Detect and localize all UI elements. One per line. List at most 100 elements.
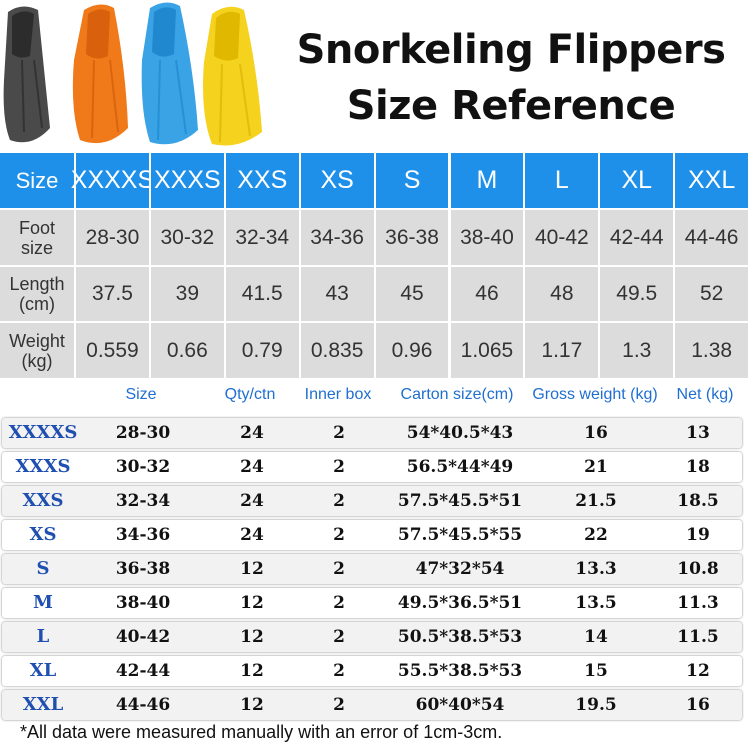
- packing-cell-qty: 12: [240, 695, 264, 715]
- packing-row: XXS 32-34 24 2 57.5*45.5*51 21.5 18.5: [2, 486, 742, 516]
- flipper-orange-icon: [72, 4, 128, 144]
- packing-cell-size: L: [36, 626, 50, 647]
- size-value-cell: 1.3: [600, 321, 676, 378]
- packing-cell-inner: 2: [333, 525, 345, 545]
- packing-cell-carton: 50.5*38.5*53: [397, 627, 523, 647]
- packing-cell-inner: 2: [333, 423, 345, 443]
- packing-cell-range: 30-32: [115, 457, 171, 477]
- row-label-line: (cm): [19, 294, 55, 314]
- row-label-line: Foot: [18, 217, 56, 238]
- packing-cell-range: 40-42: [115, 627, 171, 647]
- size-value-cell: 48: [525, 265, 601, 321]
- packing-cell-range: 36-38: [115, 559, 171, 579]
- packing-cell-inner: 2: [333, 661, 345, 681]
- packing-cell-net: 10.8: [677, 559, 719, 579]
- packing-cell-qty: 24: [240, 491, 264, 511]
- packing-cell-gross: 16: [584, 423, 608, 443]
- packing-column-header: Inner box: [304, 386, 372, 403]
- size-value-cell: 0.79: [225, 321, 301, 378]
- size-header-cell: XS: [300, 153, 376, 208]
- packing-cell-net: 11.3: [677, 593, 719, 613]
- packing-cell-inner: 2: [333, 457, 345, 477]
- packing-cell-gross: 13.5: [575, 593, 617, 613]
- packing-cell-carton: 60*40*54: [415, 695, 505, 715]
- size-value-cell: 0.559: [76, 321, 151, 378]
- size-header-cell: XXS: [225, 153, 301, 208]
- flipper-yellow-icon: [203, 6, 262, 146]
- packing-cell-net: 18.5: [677, 491, 719, 511]
- size-value-cell: 1.17: [525, 321, 601, 378]
- packing-column-header: Net (kg): [676, 386, 734, 403]
- size-header-cell: S: [375, 153, 451, 208]
- size-value-cell: 42-44: [600, 208, 676, 265]
- packing-row: M 38-40 12 2 49.5*36.5*51 13.5 11.3: [2, 588, 742, 618]
- packing-cell-qty: 12: [240, 627, 264, 647]
- packing-cell-gross: 21.5: [575, 491, 617, 511]
- size-value-cell: 1.38: [675, 321, 750, 378]
- packing-cell-qty: 12: [240, 593, 264, 613]
- size-value-cell: 34-36: [300, 208, 376, 265]
- packing-cell-net: 13: [686, 423, 710, 443]
- packing-cell-gross: 22: [584, 525, 608, 545]
- packing-cell-carton: 56.5*44*49: [406, 457, 514, 477]
- packing-cell-range: 42-44: [115, 661, 171, 681]
- packing-column-header: Qty/ctn: [224, 386, 276, 403]
- size-header-cell: XL: [600, 153, 676, 208]
- size-value-cell: 41.5: [225, 265, 301, 321]
- row-label: Weight (kg): [0, 321, 76, 378]
- size-value-cell: 28-30: [76, 208, 151, 265]
- flipper-blue-icon: [141, 2, 198, 145]
- size-chart-table: Size XXXXS XXXS XXS XS S M L XL XXL Foot size 28-30 3…: [0, 153, 750, 378]
- packing-cell-inner: 2: [333, 593, 345, 613]
- size-value-cell: 39: [150, 265, 226, 321]
- row-label-line: (kg): [21, 350, 53, 371]
- packing-cell-qty: 24: [240, 423, 264, 443]
- packing-cell-carton: 47*32*54: [415, 559, 505, 579]
- packing-cell-carton: 54*40.5*43: [406, 423, 514, 443]
- packing-cell-size: XL: [29, 660, 57, 681]
- title-line-1: Snorkeling Flippers: [296, 27, 726, 73]
- packing-cell-size: M: [33, 592, 53, 613]
- packing-cell-carton: 57.5*45.5*55: [397, 525, 523, 545]
- packing-cell-size: XS: [29, 524, 57, 545]
- packing-cell-net: 18: [686, 457, 710, 477]
- row-label-line: Length: [9, 274, 65, 294]
- packing-cell-qty: 12: [240, 559, 264, 579]
- size-header-cell: XXL: [675, 153, 750, 208]
- packing-row: XXL 44-46 12 2 60*40*54 19.5 16: [2, 690, 742, 720]
- size-header-cell: XXXS: [150, 153, 226, 208]
- size-header-cell: M: [450, 153, 526, 208]
- packing-table: Size Qty/ctn Inner box Carton size(cm) Gross…: [0, 378, 750, 722]
- packing-cell-qty: 12: [240, 661, 264, 681]
- packing-column-header: Size: [125, 386, 157, 403]
- size-value-cell: 0.66: [150, 321, 226, 378]
- packing-row: XXXXS 28-30 24 2 54*40.5*43 16 13: [2, 418, 742, 448]
- size-value-cell: 0.96: [375, 321, 451, 378]
- size-value-cell: 46: [450, 265, 526, 321]
- size-value-cell: 0.835: [300, 321, 376, 378]
- size-value-cell: 32-34: [225, 208, 301, 265]
- flipper-illustrations: [3, 2, 262, 146]
- size-value-cell: 37.5: [76, 265, 151, 321]
- size-value-cell: 1.065: [450, 321, 526, 378]
- packing-cell-inner: 2: [333, 559, 345, 579]
- footnote: *All data were measured manually with an…: [20, 722, 503, 742]
- packing-cell-size: XXL: [22, 694, 64, 715]
- packing-cell-range: 32-34: [115, 491, 171, 511]
- packing-column-header: Carton size(cm): [400, 386, 514, 403]
- row-label: Length (cm): [0, 265, 76, 321]
- packing-cell-gross: 15: [584, 661, 608, 681]
- packing-column-header: Gross weight (kg): [532, 386, 658, 403]
- packing-cell-size: XXXXS: [8, 422, 78, 443]
- row-label-line: size: [20, 237, 53, 258]
- packing-cell-inner: 2: [333, 695, 345, 715]
- packing-cell-gross: 21: [584, 457, 608, 477]
- packing-cell-net: 16: [686, 695, 710, 715]
- packing-cell-size: S: [36, 558, 50, 579]
- packing-row: XXXS 30-32 24 2 56.5*44*49 21 18: [2, 452, 742, 482]
- size-value-cell: 45: [375, 265, 451, 321]
- page-title: Snorkeling Flippers Size Reference: [272, 22, 750, 134]
- title-line-2: Size Reference: [346, 83, 676, 129]
- size-value-cell: 52: [675, 265, 750, 321]
- packing-cell-gross: 14: [584, 627, 608, 647]
